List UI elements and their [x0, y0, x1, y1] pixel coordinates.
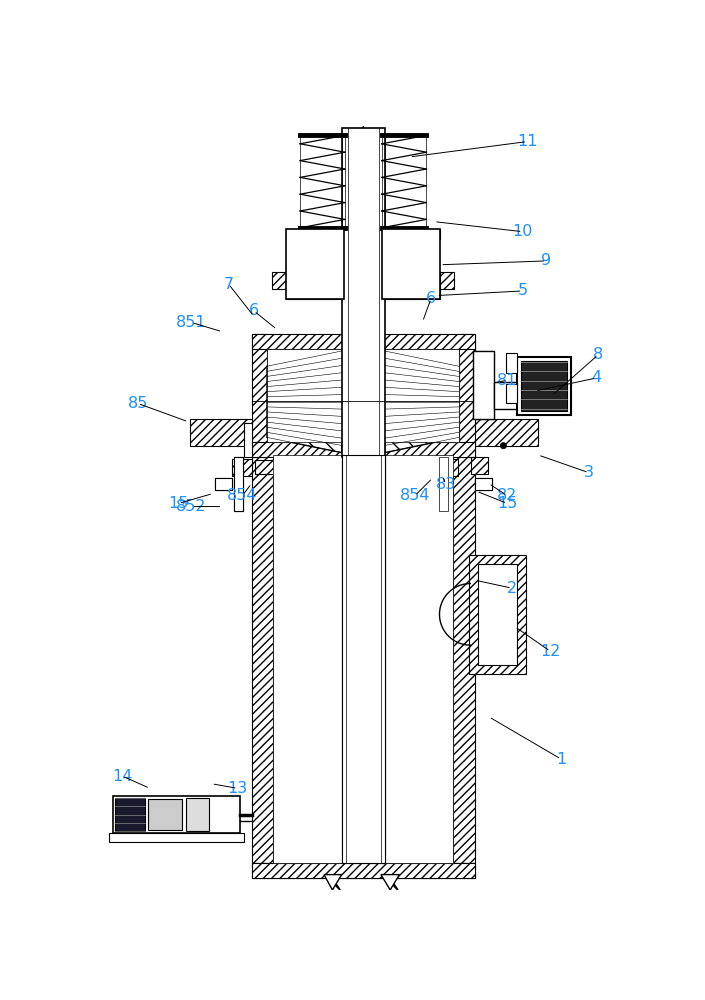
Bar	[214, 478, 231, 490]
Bar	[383, 455, 385, 863]
Bar	[252, 334, 475, 349]
Text: 82: 82	[497, 488, 517, 503]
Bar	[255, 460, 275, 474]
Bar	[252, 863, 475, 878]
Polygon shape	[381, 875, 400, 890]
Bar	[460, 334, 475, 457]
Text: 3: 3	[584, 465, 594, 480]
Bar	[342, 455, 344, 863]
Bar	[214, 478, 231, 490]
Polygon shape	[386, 878, 398, 890]
Bar	[342, 455, 385, 863]
Bar	[252, 334, 267, 457]
Bar	[234, 457, 243, 511]
Bar	[244, 423, 252, 457]
Bar	[272, 272, 286, 289]
Text: 1: 1	[556, 752, 566, 767]
Bar	[342, 128, 385, 457]
Text: 14: 14	[112, 769, 133, 784]
Bar	[478, 564, 517, 665]
Bar	[472, 410, 494, 419]
Bar	[252, 455, 273, 863]
Polygon shape	[267, 351, 342, 453]
Bar	[234, 457, 243, 511]
Bar	[114, 798, 145, 831]
Bar	[109, 833, 244, 842]
Circle shape	[501, 443, 506, 449]
Text: 4: 4	[591, 370, 601, 385]
Bar	[517, 357, 571, 415]
Text: 851: 851	[176, 315, 207, 330]
Bar	[252, 442, 475, 457]
Bar	[383, 289, 440, 299]
Bar	[472, 351, 494, 419]
Bar	[415, 460, 434, 474]
Text: 83: 83	[436, 477, 455, 492]
Bar	[113, 796, 240, 833]
Bar	[273, 455, 453, 863]
Bar	[252, 863, 475, 878]
Bar	[186, 798, 209, 831]
Text: 15: 15	[168, 496, 189, 511]
Bar	[233, 459, 252, 476]
Bar	[472, 351, 494, 360]
Bar	[475, 478, 492, 490]
Bar	[439, 457, 448, 511]
Text: 10: 10	[513, 224, 533, 239]
Bar	[505, 353, 517, 373]
Bar	[475, 478, 492, 490]
Text: 7: 7	[223, 277, 233, 292]
Text: 11: 11	[517, 134, 537, 149]
Text: 6: 6	[249, 303, 259, 318]
Bar	[147, 799, 183, 830]
Text: 8: 8	[593, 347, 603, 362]
Bar	[505, 384, 517, 403]
Text: 81: 81	[497, 373, 517, 388]
Bar	[453, 455, 475, 863]
Polygon shape	[329, 878, 340, 890]
Bar	[471, 457, 488, 474]
Polygon shape	[324, 875, 342, 890]
Bar	[286, 289, 344, 299]
Bar	[439, 459, 458, 476]
Text: 5: 5	[517, 283, 527, 298]
Text: 854: 854	[400, 488, 430, 503]
Bar	[286, 229, 344, 239]
Bar	[440, 272, 454, 289]
Text: 13: 13	[228, 781, 248, 796]
Text: 6: 6	[426, 291, 436, 306]
Text: 9: 9	[541, 253, 551, 268]
Text: 12: 12	[540, 644, 560, 659]
Bar	[190, 419, 538, 446]
Bar	[521, 361, 568, 411]
Bar	[494, 382, 521, 409]
Text: 85: 85	[128, 396, 148, 411]
Bar	[286, 229, 344, 299]
Bar	[469, 555, 527, 674]
Text: 852: 852	[176, 499, 207, 514]
Bar	[267, 349, 460, 442]
Text: 15: 15	[497, 496, 517, 511]
Bar	[383, 229, 440, 239]
Bar	[383, 229, 440, 299]
Polygon shape	[358, 126, 369, 135]
Text: 2: 2	[507, 581, 517, 596]
Text: 854: 854	[227, 488, 257, 503]
Bar	[439, 457, 448, 511]
Polygon shape	[385, 351, 459, 453]
